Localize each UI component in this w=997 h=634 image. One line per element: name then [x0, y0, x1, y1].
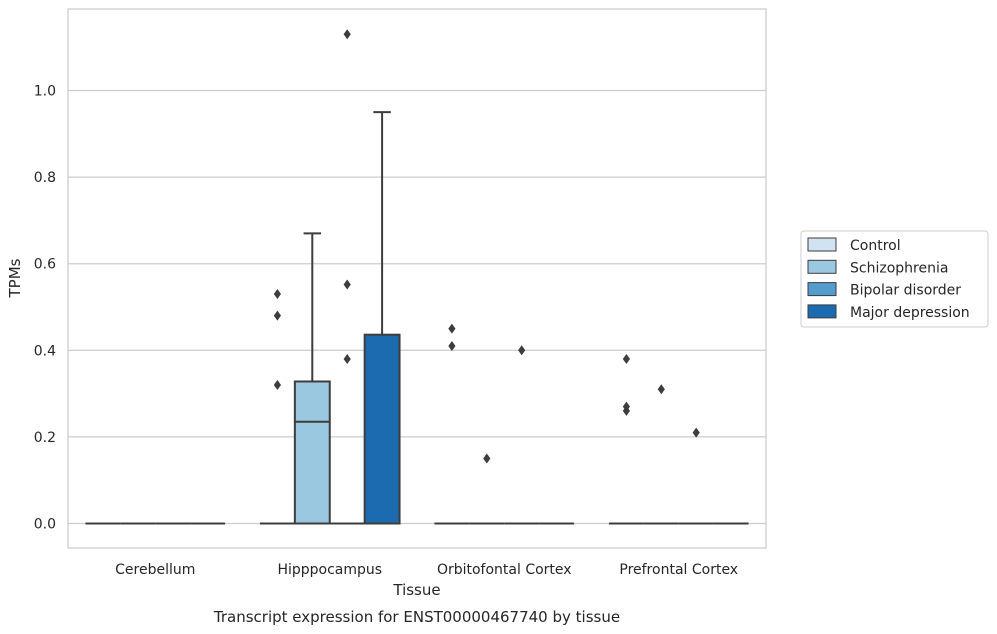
box-schizophrenia — [293, 232, 331, 525]
outlier-point — [483, 453, 491, 464]
box-body — [293, 380, 331, 525]
legend-swatch — [807, 259, 837, 274]
outlier-point — [448, 340, 456, 351]
y-tick-label: 0.8 — [34, 170, 56, 186]
outlier-point — [622, 353, 630, 364]
legend-swatch — [807, 304, 837, 319]
legend-label: Major depression — [850, 305, 970, 321]
box-bipolar-disorder — [678, 427, 714, 525]
box-body — [363, 333, 401, 525]
legend-swatch — [807, 237, 837, 252]
outlier-point — [657, 384, 665, 395]
chart-caption: Transcript expression for ENST0000046774… — [213, 608, 620, 626]
outlier-point — [343, 279, 351, 290]
y-tick-label: 0.4 — [34, 343, 56, 359]
y-axis-ticks: 0.0 0.2 0.4 0.6 0.8 1.0 — [34, 84, 56, 533]
legend: Control Schizophrenia Bipolar disorder Majo… — [800, 230, 989, 328]
outlier-point — [343, 353, 351, 364]
x-tick-label: Cerebellum — [115, 562, 195, 578]
x-tick-label: Orbitofontal Cortex — [437, 562, 572, 578]
box-marks — [85, 29, 749, 525]
x-tick-label: Hipppocampus — [277, 562, 382, 578]
outlier-point — [518, 345, 526, 356]
legend-label: Control — [850, 238, 901, 254]
plot-frame — [67, 8, 767, 549]
x-axis-label: Tissue — [392, 581, 440, 599]
x-axis-ticks: Cerebellum Hipppocampus Orbitofontal Corte… — [115, 562, 738, 578]
box-bipolar-disorder — [329, 29, 365, 525]
plot-background — [68, 9, 766, 548]
legend-swatch — [807, 282, 837, 297]
outlier-point — [273, 379, 281, 390]
box-control — [608, 353, 644, 525]
y-tick-label: 0.0 — [34, 517, 56, 533]
y-tick-label: 0.6 — [34, 257, 56, 273]
outlier-point — [343, 29, 351, 40]
outlier-point — [692, 427, 700, 438]
box-bipolar-disorder — [504, 345, 540, 525]
legend-label: Bipolar disorder — [850, 283, 961, 299]
y-tick-label: 0.2 — [34, 430, 56, 446]
outlier-point — [273, 289, 281, 300]
box-control — [259, 289, 295, 525]
outlier-point — [622, 401, 630, 412]
outlier-point — [273, 310, 281, 321]
box-control — [434, 323, 470, 525]
box-major-depression — [363, 111, 401, 525]
box-schizophrenia — [643, 384, 679, 525]
legend-label: Schizophrenia — [850, 260, 948, 276]
outlier-point — [448, 323, 456, 334]
y-tick-label: 1.0 — [34, 84, 56, 100]
x-tick-label: Prefrontal Cortex — [619, 562, 738, 578]
box-schizophrenia — [469, 453, 505, 525]
legend-frame — [800, 230, 989, 328]
y-axis-label: TPMs — [6, 258, 24, 298]
